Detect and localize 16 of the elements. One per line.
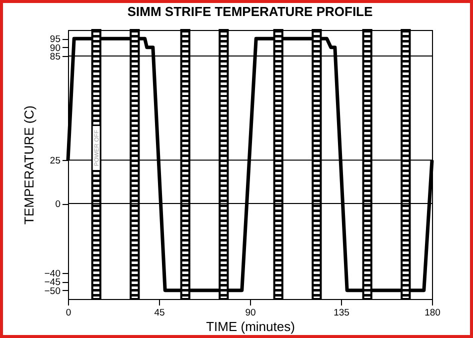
x-tick-label: 135 <box>334 308 350 318</box>
x-axis-title: TIME (minutes) <box>206 319 295 334</box>
y-tick-label: 0 <box>55 199 60 210</box>
y-tick-label: 95 <box>50 34 60 46</box>
y-tick-label: −45 <box>44 277 60 288</box>
x-tick-label: 0 <box>66 308 72 318</box>
y-tick-label: −50 <box>44 286 60 297</box>
chart-title: SIMM STRIFE TEMPERATURE PROFILE <box>127 4 373 19</box>
y-axis-title: TEMPERATURE (C) <box>21 106 36 224</box>
x-tick-label: 90 <box>245 308 256 318</box>
x-tick-label: 45 <box>154 308 165 318</box>
y-tick-label: 25 <box>50 156 60 167</box>
y-tick-label: 90 <box>50 42 60 54</box>
x-tick-label: 180 <box>424 308 440 318</box>
y-tick-label: 85 <box>50 52 60 63</box>
y-tick-label: −40 <box>44 268 60 280</box>
